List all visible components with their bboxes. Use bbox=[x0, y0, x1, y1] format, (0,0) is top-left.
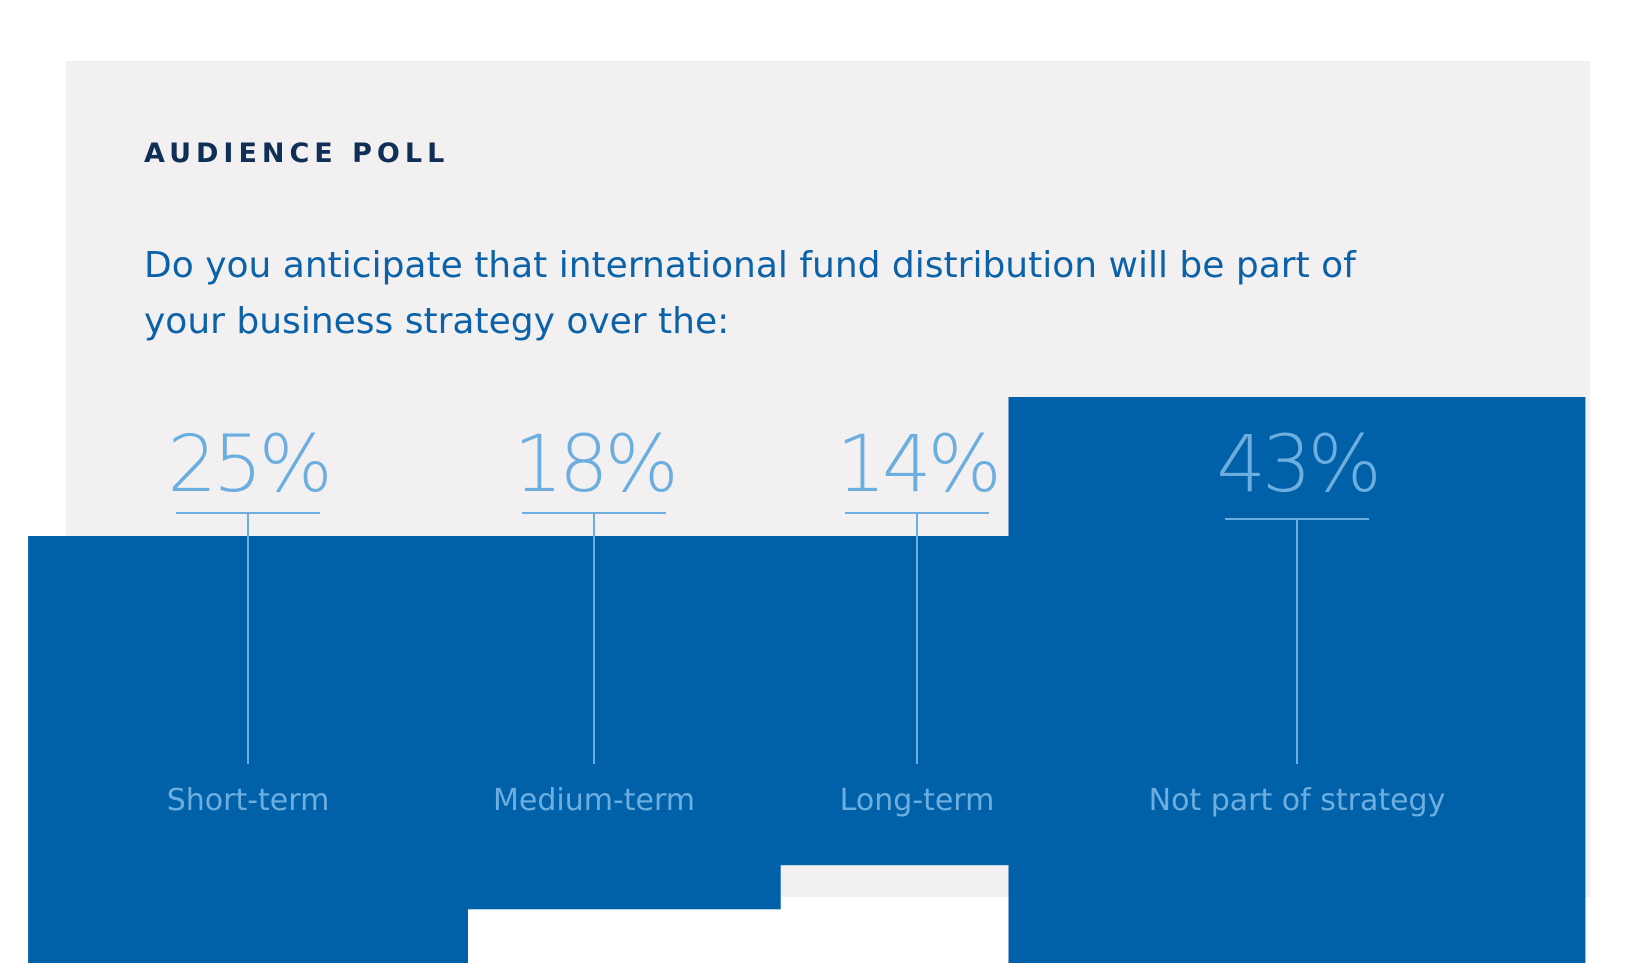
value-label: 18% bbox=[513, 420, 674, 510]
poll-kicker: AUDIENCE POLL bbox=[144, 138, 450, 169]
category-label: Long-term bbox=[840, 783, 995, 818]
category-label: Not part of strategy bbox=[1149, 783, 1446, 818]
category-label: Short-term bbox=[167, 783, 330, 818]
value-label: 43% bbox=[1216, 420, 1377, 510]
value-label: 25% bbox=[167, 420, 328, 510]
category-label: Medium-term bbox=[493, 783, 695, 818]
value-label: 14% bbox=[836, 420, 997, 510]
poll-question: Do you anticipate that international fun… bbox=[144, 245, 1356, 342]
